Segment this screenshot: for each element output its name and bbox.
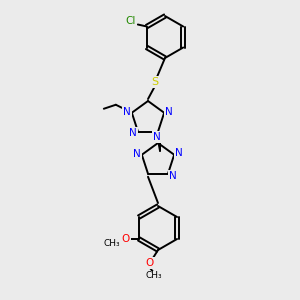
Text: N: N xyxy=(165,107,173,117)
Text: CH₃: CH₃ xyxy=(146,272,162,280)
Text: N: N xyxy=(133,149,141,159)
Text: N: N xyxy=(175,148,183,158)
Text: N: N xyxy=(129,128,137,138)
Text: O: O xyxy=(146,258,154,268)
Text: CH₃: CH₃ xyxy=(103,239,120,248)
Text: N: N xyxy=(123,107,131,117)
Text: Cl: Cl xyxy=(126,16,136,26)
Text: S: S xyxy=(152,77,159,87)
Text: O: O xyxy=(122,234,130,244)
Text: N: N xyxy=(153,132,161,142)
Text: N: N xyxy=(169,171,177,181)
